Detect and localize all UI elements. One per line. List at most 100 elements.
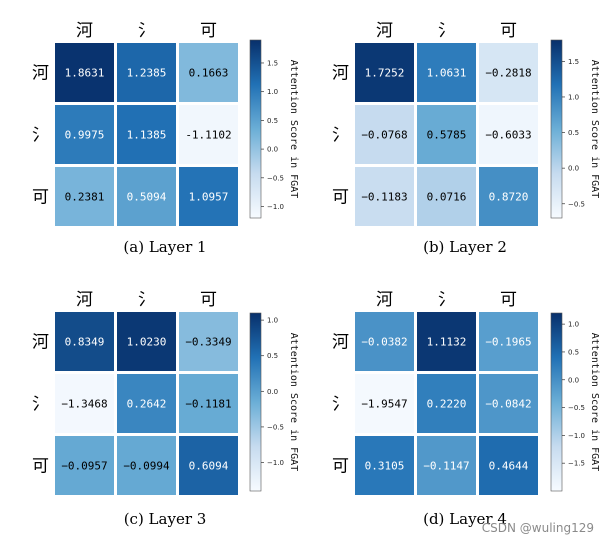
colorbar-tick-label: 0.0 [267,146,278,154]
heatmap-cell [117,105,176,164]
cell-value-label: 0.4644 [489,460,529,473]
watermark: CSDN @wuling129 [481,521,594,535]
cell-value-label: 0.5094 [127,191,167,204]
colorbar-tick-label: 0.0 [568,376,579,384]
cell-value-label: 0.9975 [65,129,105,142]
column-label: 可 [200,290,217,310]
cell-value-label: −0.0842 [485,398,531,411]
colorbar [550,39,563,219]
heatmap-cell [117,43,176,102]
heatmap-cell [479,374,538,433]
cell-value-label: 1.1385 [127,129,167,142]
cell-value-label: 0.8349 [65,336,105,349]
heatmap-cell [417,43,476,102]
heatmap-cell [179,374,238,433]
colorbar-tick-label: −0.5 [267,423,284,431]
row-label: 河 [332,333,349,353]
cell-value-label: 0.3105 [365,460,405,473]
panel-caption: (b) Layer 2 [423,238,507,256]
cell-value-label: −0.1181 [185,398,231,411]
heatmap-cell [355,43,414,102]
colorbar-tick-label: 0.5 [267,117,278,125]
row-label: 氵 [332,395,349,415]
colorbar-tick-label: 1.0 [568,321,579,329]
heatmap-cell [355,105,414,164]
colorbar-tick-label: −0.5 [267,174,284,182]
heatmap-cell [179,167,238,226]
cell-value-label: 1.8631 [65,67,105,80]
row-label: 可 [332,188,349,208]
colorbar [550,312,563,492]
colorbar-tick-label: −0.5 [568,404,585,412]
cell-value-label: 1.2385 [127,67,167,80]
row-label: 氵 [32,395,49,415]
cell-value-label: −0.1965 [485,336,531,349]
heatmap-panel-4: 河氵可河氵可−0.0382 1.1132 −0.1965−1.9547 0.2220−… [332,290,600,528]
row-label: 河 [332,64,349,84]
cell-value-label: 0.8720 [489,191,529,204]
panel-caption: (c) Layer 3 [124,510,207,528]
row-label: 氵 [32,126,49,146]
cell-value-label: −1.9547 [361,398,407,411]
heatmap-panel-1: 河氵可河氵可1.8631 1.2385 0.16630.9975 1.1385 -1.1… [32,21,299,256]
heatmap-cell [417,436,476,495]
row-label: 氵 [332,126,349,146]
heatmap-cell [479,436,538,495]
row-label: 可 [32,457,49,477]
colorbar-label: Attention Score in FGAT [589,333,600,471]
heatmap-cell [117,374,176,433]
column-label: 氵 [438,21,455,41]
column-label: 氵 [138,290,155,310]
cell-value-label: 1.0230 [127,336,167,349]
heatmap-cell [55,167,114,226]
cell-value-label: −0.1147 [423,460,469,473]
colorbar-tick-label: 1.0 [267,317,278,325]
heatmap-cell [479,312,538,371]
cell-value-label: 0.1663 [189,67,229,80]
heatmap-cell [179,43,238,102]
row-label: 可 [32,188,49,208]
colorbar-label: Attention Score in FGAT [288,60,299,198]
colorbar-tick-label: −1.5 [568,460,585,468]
colorbar-tick-label: 1.5 [267,59,278,67]
cell-value-label: −0.2818 [485,67,531,80]
heatmap-cell [417,167,476,226]
heatmap-cell [179,436,238,495]
column-label: 河 [76,21,93,41]
heatmap-cell [55,105,114,164]
heatmap-cell [417,374,476,433]
heatmap-panel-2: 河氵可河氵可1.7252 1.0631 −0.2818−0.0768 0.5785 −0… [332,21,600,256]
colorbar-tick-label: 0.5 [568,129,579,137]
column-label: 可 [200,21,217,41]
colorbar-tick-label: −1.0 [267,203,284,211]
heatmap-cell [355,167,414,226]
column-label: 河 [376,21,393,41]
colorbar-tick-label: −0.5 [568,200,585,208]
cell-value-label: 0.0716 [427,191,467,204]
cell-value-label: −0.0994 [123,460,170,473]
cell-value-label: −0.0957 [61,460,107,473]
heatmap-cell [355,436,414,495]
heatmap-cell [355,312,414,371]
heatmap-cell [417,312,476,371]
heatmap-cell [479,105,538,164]
cell-value-label: −0.6033 [485,129,531,142]
colorbar-tick-label: −1.0 [267,459,284,467]
colorbar-tick-label: 0.5 [568,348,579,356]
column-label: 河 [76,290,93,310]
cell-value-label: −0.1183 [361,191,407,204]
heatmap-cell [479,43,538,102]
cell-value-label: 1.0631 [427,67,467,80]
cell-value-label: 1.1132 [427,336,467,349]
column-label: 氵 [138,21,155,41]
colorbar [249,312,262,492]
heatmap-cell [479,167,538,226]
heatmap-cell [117,167,176,226]
cell-value-label: 0.5785 [427,129,467,142]
row-label: 河 [32,64,49,84]
colorbar-tick-label: 1.0 [568,93,579,101]
colorbar-tick-label: 0.0 [267,388,278,396]
heatmap-panel-3: 河氵可河氵可0.8349 1.0230 −0.3349−1.3468 0.2642 −0… [32,290,299,528]
heatmap-cell [417,105,476,164]
heatmap-cell [117,312,176,371]
